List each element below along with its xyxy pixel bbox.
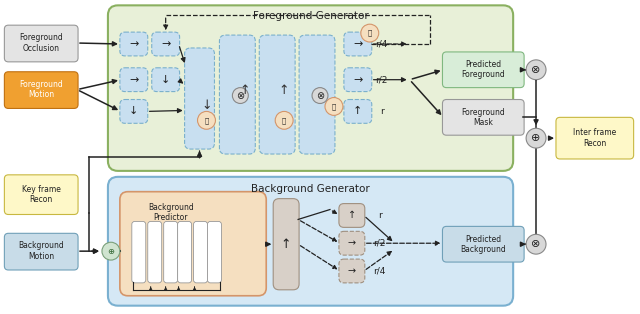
FancyBboxPatch shape: [4, 25, 78, 62]
FancyBboxPatch shape: [120, 68, 148, 92]
Text: ↓: ↓: [201, 99, 212, 112]
Text: 🔥: 🔥: [367, 30, 372, 36]
FancyBboxPatch shape: [344, 68, 372, 92]
FancyBboxPatch shape: [344, 100, 372, 123]
Text: ⊗: ⊗: [236, 90, 244, 100]
Text: Predicted
Foreground: Predicted Foreground: [461, 60, 505, 79]
FancyBboxPatch shape: [152, 68, 180, 92]
Text: →: →: [129, 39, 138, 49]
FancyBboxPatch shape: [120, 192, 266, 296]
Text: ↑: ↑: [279, 84, 289, 97]
FancyBboxPatch shape: [442, 100, 524, 135]
FancyBboxPatch shape: [4, 72, 78, 108]
Text: r/2: r/2: [374, 239, 386, 248]
FancyBboxPatch shape: [299, 35, 335, 154]
FancyBboxPatch shape: [132, 221, 146, 283]
Text: ↑: ↑: [281, 238, 291, 251]
Text: 🔥: 🔥: [204, 117, 209, 124]
Text: 🔥: 🔥: [282, 117, 286, 124]
FancyBboxPatch shape: [184, 48, 214, 149]
FancyBboxPatch shape: [339, 231, 365, 255]
Circle shape: [198, 111, 216, 129]
FancyBboxPatch shape: [339, 259, 365, 283]
FancyBboxPatch shape: [259, 35, 295, 154]
Text: Inter frame
Recon: Inter frame Recon: [573, 128, 616, 148]
FancyBboxPatch shape: [442, 226, 524, 262]
Text: Background
Predictor: Background Predictor: [148, 203, 193, 222]
Text: r: r: [380, 107, 383, 116]
Text: r: r: [378, 211, 381, 220]
FancyBboxPatch shape: [4, 233, 78, 270]
Text: Foreground
Occlusion: Foreground Occlusion: [19, 33, 63, 53]
Text: ↑: ↑: [348, 210, 356, 220]
Text: ⊕: ⊕: [108, 247, 115, 256]
FancyBboxPatch shape: [442, 52, 524, 88]
Text: Foreground
Mask: Foreground Mask: [461, 108, 505, 127]
FancyBboxPatch shape: [108, 177, 513, 306]
FancyBboxPatch shape: [207, 221, 221, 283]
Circle shape: [232, 88, 248, 104]
Text: Foreground Generator: Foreground Generator: [253, 11, 369, 21]
Text: ⊗: ⊗: [531, 239, 541, 249]
Text: ⊗: ⊗: [531, 65, 541, 75]
FancyBboxPatch shape: [108, 5, 513, 171]
Text: Background Generator: Background Generator: [251, 184, 370, 194]
FancyBboxPatch shape: [273, 199, 299, 290]
Text: ↑: ↑: [353, 106, 362, 116]
Text: r/4: r/4: [376, 40, 388, 48]
FancyBboxPatch shape: [193, 221, 207, 283]
Text: →: →: [353, 39, 362, 49]
Circle shape: [526, 234, 546, 254]
Text: 🔥: 🔥: [332, 103, 336, 110]
Text: →: →: [348, 238, 356, 248]
Text: ↓: ↓: [161, 75, 170, 85]
Circle shape: [361, 24, 379, 42]
Text: ↓: ↓: [129, 106, 138, 116]
FancyBboxPatch shape: [4, 175, 78, 214]
FancyBboxPatch shape: [120, 100, 148, 123]
Text: →: →: [348, 266, 356, 276]
Circle shape: [312, 88, 328, 104]
FancyBboxPatch shape: [148, 221, 162, 283]
Circle shape: [102, 242, 120, 260]
Text: Key frame
Recon: Key frame Recon: [22, 185, 61, 204]
Circle shape: [526, 60, 546, 80]
Circle shape: [325, 98, 343, 115]
Text: Predicted
Background: Predicted Background: [460, 235, 506, 254]
FancyBboxPatch shape: [339, 203, 365, 227]
Text: →: →: [353, 75, 362, 85]
Text: r/4: r/4: [374, 267, 386, 275]
Circle shape: [526, 128, 546, 148]
FancyBboxPatch shape: [220, 35, 255, 154]
Text: →: →: [161, 39, 170, 49]
FancyBboxPatch shape: [344, 32, 372, 56]
FancyBboxPatch shape: [556, 117, 634, 159]
Text: Foreground
Motion: Foreground Motion: [19, 80, 63, 99]
Text: Background
Motion: Background Motion: [19, 241, 64, 261]
FancyBboxPatch shape: [164, 221, 178, 283]
Text: →: →: [129, 75, 138, 85]
FancyBboxPatch shape: [120, 32, 148, 56]
Circle shape: [275, 111, 293, 129]
Text: ⊗: ⊗: [316, 90, 324, 100]
Text: r/2: r/2: [376, 75, 388, 84]
Text: ↑: ↑: [239, 84, 250, 97]
FancyBboxPatch shape: [178, 221, 191, 283]
FancyBboxPatch shape: [152, 32, 180, 56]
Text: ⊕: ⊕: [531, 133, 541, 143]
